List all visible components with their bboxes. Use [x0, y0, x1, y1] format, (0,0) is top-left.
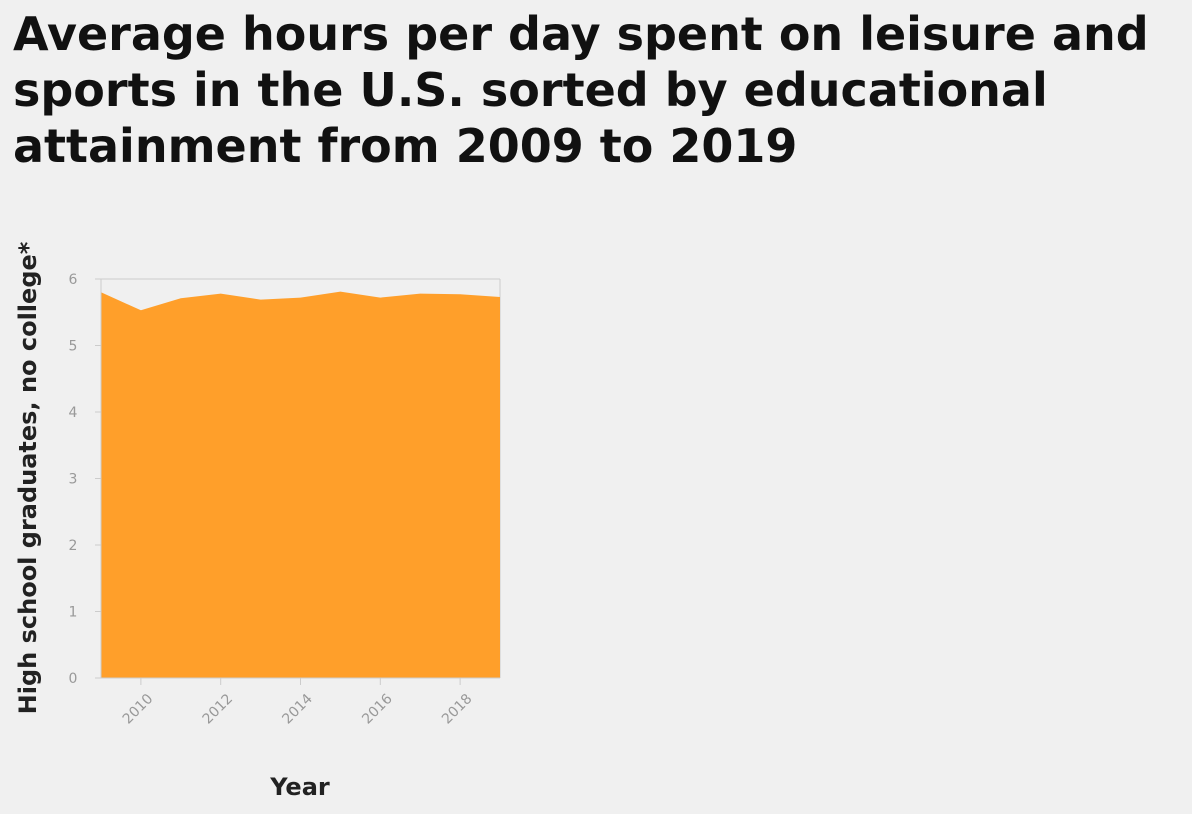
y-axis-title: High school graduates, no college*: [14, 241, 42, 714]
x-tick-label: 2014: [279, 691, 316, 728]
x-axis: 2010 2012 2014 2016 2018: [101, 677, 500, 728]
y-tick-label: 1: [69, 605, 78, 621]
x-tick-label: 2018: [439, 691, 476, 728]
y-tick-label: 3: [69, 472, 78, 488]
area-series: [101, 291, 500, 678]
y-tick-label: 2: [69, 538, 78, 554]
chart-title: Average hours per day spent on leisure a…: [13, 7, 1149, 173]
plot-area: [100, 278, 501, 678]
y-tick-label: 0: [69, 671, 78, 687]
y-tick-label: 6: [69, 272, 78, 288]
x-tick-label: 2016: [359, 691, 396, 728]
y-axis: 0 1 2 3 4 5 6: [69, 272, 102, 687]
x-tick-label: 2012: [200, 691, 237, 728]
y-tick-label: 5: [69, 339, 78, 355]
x-tick-label: 2010: [120, 691, 157, 728]
y-tick-label: 4: [69, 405, 78, 421]
x-axis-title: Year: [269, 773, 330, 801]
